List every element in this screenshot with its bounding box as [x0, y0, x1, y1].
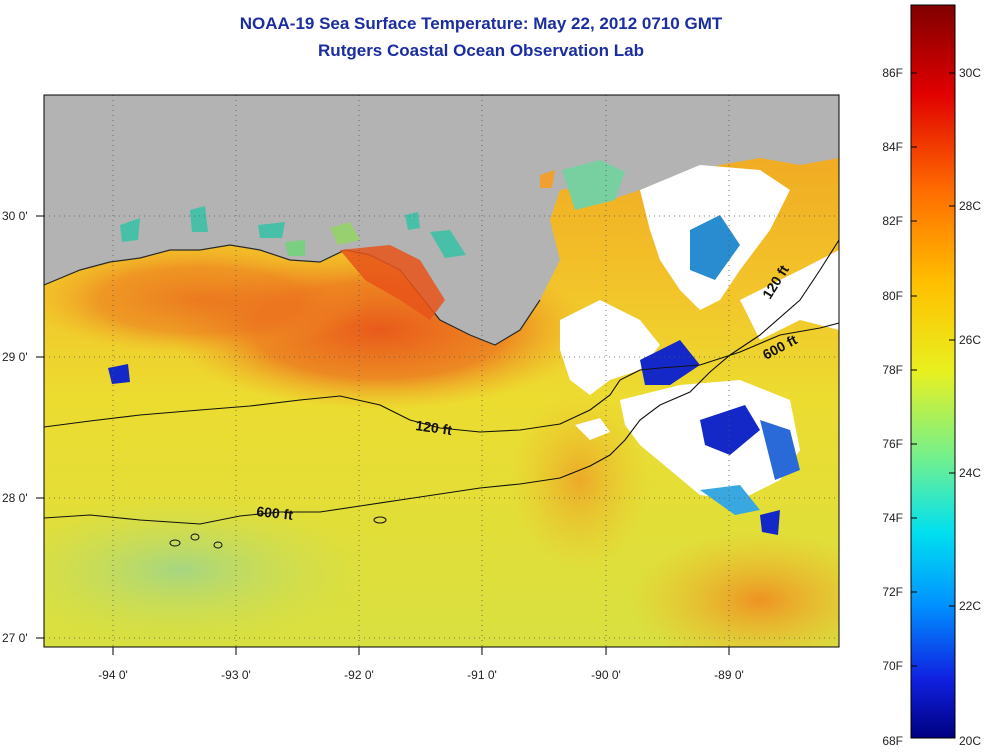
colorbar-label-f: 76F: [882, 437, 903, 451]
lon-label: -93 0': [221, 668, 251, 682]
warm-water-west: [44, 245, 370, 355]
contour-label-600ft: 600 ft: [256, 503, 294, 523]
lat-label: 30 0': [2, 209, 28, 223]
warm-plume: [510, 390, 650, 570]
colorbar-label-f: 78F: [882, 363, 903, 377]
lat-label: 28 0': [2, 491, 28, 505]
colorbar-label-c: 24C: [959, 466, 981, 480]
warm-bay-outflow: [340, 245, 445, 320]
colorbar-label-c: 26C: [959, 333, 981, 347]
coastline: [44, 244, 541, 346]
contour-600ft: [44, 239, 839, 525]
colorbar-label-c: 22C: [959, 599, 981, 613]
colorbar-label-f: 70F: [882, 659, 903, 673]
lat-label: 29 0': [2, 350, 28, 364]
cool-coastal-bays: [120, 160, 625, 258]
lat-label: 27 0': [2, 631, 28, 645]
colorbar-label-f: 74F: [882, 511, 903, 525]
colorbar-ticks: [911, 72, 955, 667]
lon-label: -90 0': [591, 668, 621, 682]
colorbar-label-f: 68F: [882, 734, 903, 748]
contour-label-120ft: 120 ft: [415, 417, 454, 438]
colorbar: [910, 4, 956, 739]
contour-islands: [169, 516, 387, 549]
cloud-mask: [560, 300, 660, 395]
colorbar-label-c: 20C: [959, 734, 981, 748]
warm-water-southeast: [630, 530, 839, 647]
lon-label: -92 0': [344, 668, 374, 682]
colorbar-label-f: 80F: [882, 289, 903, 303]
cool-water-patch: [44, 495, 370, 645]
lon-label: -91 0': [467, 668, 497, 682]
lat-lon-grid: [44, 95, 839, 647]
lon-label: -94 0': [98, 668, 128, 682]
land-mass: [44, 95, 839, 345]
colorbar-label-c: 28C: [959, 199, 981, 213]
colorbar-label-c: 30C: [959, 66, 981, 80]
cloud-mask: [740, 250, 839, 340]
colorbar-label-f: 84F: [882, 140, 903, 154]
cold-cloud-edges: [108, 215, 800, 535]
lon-label: -89 0': [714, 668, 744, 682]
map-title: NOAA-19 Sea Surface Temperature: May 22,…: [239, 14, 723, 33]
map-frame: [43, 94, 840, 648]
cloud-mask: [575, 418, 610, 440]
map-ticks: [36, 215, 730, 655]
colorbar-label-f: 82F: [882, 214, 903, 228]
colorbar-label-f: 72F: [882, 585, 903, 599]
colorbar-label-f: 86F: [882, 66, 903, 80]
map-subtitle: Rutgers Coastal Ocean Observation Lab: [318, 41, 644, 60]
contour-120ft: [44, 322, 839, 433]
